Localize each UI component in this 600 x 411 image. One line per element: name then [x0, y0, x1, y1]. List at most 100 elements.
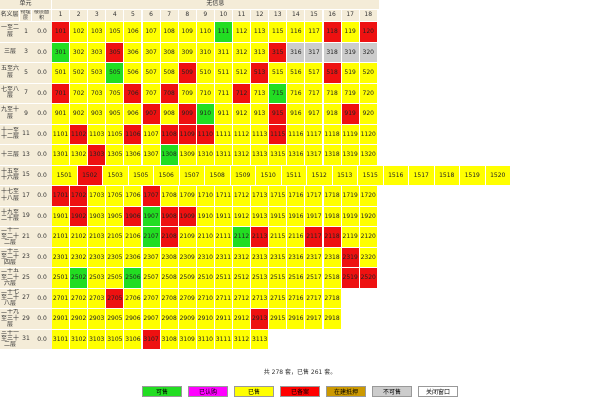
unit-cell[interactable]: 2103: [88, 227, 106, 247]
unit-cell[interactable]: 2115: [269, 227, 287, 247]
unit-cell[interactable]: 1902: [70, 206, 88, 226]
unit-cell[interactable]: 2915: [269, 309, 287, 329]
unit-cell[interactable]: 2913: [251, 309, 269, 329]
unit-cell[interactable]: 707: [142, 83, 160, 103]
unit-cell[interactable]: 1513: [332, 165, 357, 185]
unit-cell[interactable]: 912: [233, 104, 251, 124]
unit-cell[interactable]: 1108: [160, 124, 178, 144]
unit-cell[interactable]: 516: [287, 63, 305, 83]
unit-cell[interactable]: 706: [124, 83, 142, 103]
unit-cell[interactable]: 709: [178, 83, 196, 103]
unit-cell[interactable]: 908: [160, 104, 178, 124]
unit-cell[interactable]: 2703: [88, 288, 106, 308]
unit-cell[interactable]: 1917: [305, 206, 323, 226]
unit-cell[interactable]: 915: [269, 104, 287, 124]
unit-cell[interactable]: 1317: [305, 145, 323, 165]
unit-cell[interactable]: 1306: [124, 145, 142, 165]
unit-cell[interactable]: 2905: [106, 309, 124, 329]
unit-cell[interactable]: 1101: [52, 124, 70, 144]
unit-cell[interactable]: 309: [178, 42, 196, 62]
unit-cell[interactable]: 107: [142, 22, 160, 42]
unit-cell[interactable]: 3101: [52, 329, 70, 349]
unit-cell[interactable]: 1707: [142, 186, 160, 206]
unit-cell[interactable]: 3107: [142, 329, 160, 349]
unit-cell[interactable]: 2108: [160, 227, 178, 247]
unit-cell[interactable]: 2308: [160, 247, 178, 267]
unit-cell[interactable]: 1312: [233, 145, 251, 165]
unit-cell[interactable]: 2712: [233, 288, 251, 308]
unit-cell[interactable]: 2511: [214, 268, 232, 288]
unit-cell[interactable]: 1713: [251, 186, 269, 206]
unit-cell[interactable]: 2520: [359, 268, 377, 288]
unit-cell[interactable]: 2912: [233, 309, 251, 329]
unit-cell[interactable]: 1503: [103, 165, 128, 185]
unit-cell[interactable]: 1107: [142, 124, 160, 144]
unit-cell[interactable]: 1310: [196, 145, 214, 165]
unit-cell[interactable]: 110: [196, 22, 214, 42]
unit-cell[interactable]: 3102: [70, 329, 88, 349]
unit-cell[interactable]: 3103: [88, 329, 106, 349]
unit-cell[interactable]: 3112: [233, 329, 251, 349]
unit-cell[interactable]: 306: [124, 42, 142, 62]
unit-cell[interactable]: 1907: [142, 206, 160, 226]
unit-cell[interactable]: 2116: [287, 227, 305, 247]
unit-cell[interactable]: 2705: [106, 288, 124, 308]
unit-cell[interactable]: 1705: [106, 186, 124, 206]
unit-cell[interactable]: 2119: [341, 227, 359, 247]
unit-cell[interactable]: 719: [341, 83, 359, 103]
unit-cell[interactable]: 3105: [106, 329, 124, 349]
unit-cell[interactable]: 1309: [178, 145, 196, 165]
unit-cell[interactable]: 1119: [341, 124, 359, 144]
unit-cell[interactable]: 1110: [196, 124, 214, 144]
unit-cell[interactable]: 511: [214, 63, 232, 83]
unit-cell[interactable]: 1716: [287, 186, 305, 206]
unit-cell[interactable]: 3110: [196, 329, 214, 349]
unit-cell[interactable]: 705: [106, 83, 124, 103]
unit-cell[interactable]: 2318: [323, 247, 341, 267]
unit-cell[interactable]: 1109: [178, 124, 196, 144]
unit-cell[interactable]: 2911: [214, 309, 232, 329]
unit-cell[interactable]: 1508: [205, 165, 230, 185]
unit-cell[interactable]: 2118: [323, 227, 341, 247]
unit-cell[interactable]: 2109: [178, 227, 196, 247]
unit-cell[interactable]: 1905: [106, 206, 124, 226]
unit-cell[interactable]: 2519: [341, 268, 359, 288]
unit-cell[interactable]: 2305: [106, 247, 124, 267]
unit-cell[interactable]: 305: [106, 42, 124, 62]
unit-cell[interactable]: 2708: [160, 288, 178, 308]
unit-cell[interactable]: 1702: [70, 186, 88, 206]
unit-cell[interactable]: 1120: [359, 124, 377, 144]
unit-cell[interactable]: 703: [88, 83, 106, 103]
unit-cell[interactable]: 517: [305, 63, 323, 83]
unit-cell[interactable]: 106: [124, 22, 142, 42]
unit-cell[interactable]: 3109: [178, 329, 196, 349]
unit-cell[interactable]: 2120: [359, 227, 377, 247]
unit-cell[interactable]: 2112: [233, 227, 251, 247]
unit-cell[interactable]: 1117: [305, 124, 323, 144]
unit-cell[interactable]: 116: [287, 22, 305, 42]
unit-cell[interactable]: 315: [269, 42, 287, 62]
unit-cell[interactable]: 2903: [88, 309, 106, 329]
unit-cell[interactable]: 2518: [323, 268, 341, 288]
unit-cell[interactable]: 2907: [142, 309, 160, 329]
unit-cell[interactable]: 2101: [52, 227, 70, 247]
unit-cell[interactable]: 2910: [196, 309, 214, 329]
unit-cell[interactable]: 1516: [383, 165, 408, 185]
unit-cell[interactable]: 1301: [52, 145, 70, 165]
unit-cell[interactable]: 2502: [70, 268, 88, 288]
unit-cell[interactable]: 1105: [106, 124, 124, 144]
unit-cell[interactable]: 115: [269, 22, 287, 42]
unit-cell[interactable]: 2113: [251, 227, 269, 247]
unit-cell[interactable]: 1307: [142, 145, 160, 165]
unit-cell[interactable]: 1718: [323, 186, 341, 206]
unit-cell[interactable]: 1912: [233, 206, 251, 226]
unit-cell[interactable]: 2312: [233, 247, 251, 267]
unit-cell[interactable]: 2106: [124, 227, 142, 247]
unit-cell[interactable]: 1512: [307, 165, 332, 185]
unit-cell[interactable]: 1507: [179, 165, 204, 185]
unit-cell[interactable]: 1315: [269, 145, 287, 165]
unit-cell[interactable]: 1709: [178, 186, 196, 206]
unit-cell[interactable]: 2505: [106, 268, 124, 288]
unit-cell[interactable]: 1106: [124, 124, 142, 144]
unit-cell[interactable]: 307: [142, 42, 160, 62]
